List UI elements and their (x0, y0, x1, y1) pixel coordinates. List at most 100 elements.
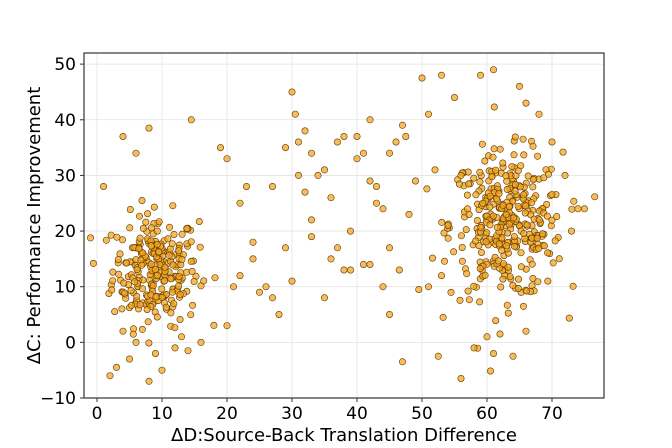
data-point (405, 210, 413, 218)
data-point (505, 203, 513, 211)
x-tick-label: 60 (476, 404, 498, 424)
data-point (440, 229, 448, 237)
data-point (458, 257, 466, 265)
data-point (346, 266, 354, 274)
data-point (437, 272, 445, 280)
data-point (307, 233, 315, 241)
data-point (431, 166, 439, 174)
data-point (115, 270, 123, 278)
data-point (153, 240, 161, 248)
data-point (359, 260, 367, 268)
data-point (340, 266, 348, 274)
data-point (223, 322, 231, 330)
data-point (457, 232, 465, 240)
data-point (333, 244, 341, 252)
data-point (424, 110, 432, 118)
data-point (314, 171, 322, 179)
data-point (505, 220, 513, 228)
data-point (126, 224, 134, 232)
data-point (119, 327, 127, 335)
data-point (385, 244, 393, 252)
data-point (165, 251, 173, 259)
data-point (164, 235, 172, 243)
data-point (470, 174, 478, 182)
data-point (457, 374, 465, 382)
data-point (108, 286, 116, 294)
data-point (520, 230, 528, 238)
data-point (509, 352, 517, 360)
data-point (548, 216, 556, 224)
data-point (488, 173, 496, 181)
data-point (483, 333, 491, 341)
data-point (176, 315, 184, 323)
data-point (496, 330, 504, 338)
data-point (465, 296, 473, 304)
data-point (136, 212, 144, 220)
y-tick-label: 10 (54, 278, 76, 298)
data-point (158, 285, 166, 293)
data-point (249, 255, 257, 263)
data-point (481, 157, 489, 165)
data-point (479, 199, 487, 207)
data-point (288, 277, 296, 285)
data-point (147, 242, 155, 250)
data-point (462, 226, 470, 234)
data-point (131, 278, 139, 286)
data-point (366, 116, 374, 124)
data-point (120, 279, 128, 287)
data-point (167, 309, 175, 317)
data-point (113, 233, 121, 241)
data-point (178, 255, 186, 263)
data-point (511, 133, 519, 141)
data-point (534, 278, 542, 286)
data-point (187, 116, 195, 124)
y-tick-label: 30 (54, 166, 76, 186)
data-point (187, 257, 195, 265)
data-point (275, 310, 283, 318)
data-point (340, 133, 348, 141)
data-point (476, 71, 484, 79)
data-point (385, 149, 393, 157)
data-point (535, 216, 543, 224)
data-point (522, 99, 530, 107)
data-point (175, 282, 183, 290)
data-point (87, 234, 95, 242)
data-point (178, 230, 186, 238)
data-point (424, 283, 432, 291)
data-point (509, 281, 517, 289)
data-point (195, 218, 203, 226)
data-point (543, 212, 551, 220)
data-point (470, 344, 478, 352)
data-point (465, 211, 473, 219)
data-point (268, 294, 276, 302)
data-point (151, 265, 159, 273)
data-point (496, 145, 504, 153)
y-tick-label: 0 (65, 333, 76, 353)
data-point (553, 213, 561, 221)
data-point (458, 244, 466, 252)
data-point (132, 149, 140, 157)
data-point (132, 338, 140, 346)
data-point (144, 318, 152, 326)
data-point (398, 358, 406, 366)
data-point (139, 224, 147, 232)
data-point (503, 242, 511, 250)
data-point (428, 254, 436, 262)
data-point (464, 168, 472, 176)
data-point (178, 333, 186, 341)
data-point (472, 191, 480, 199)
data-point (243, 183, 251, 191)
data-point (534, 152, 542, 160)
data-point (568, 205, 576, 213)
data-point (102, 236, 110, 244)
data-point (535, 110, 543, 118)
data-point (506, 273, 514, 281)
data-point (113, 363, 121, 371)
data-point (514, 202, 522, 210)
data-point (158, 293, 166, 301)
data-point (136, 234, 144, 242)
data-point (262, 283, 270, 291)
data-point (385, 310, 393, 318)
data-point (196, 243, 204, 251)
data-point (327, 194, 335, 202)
